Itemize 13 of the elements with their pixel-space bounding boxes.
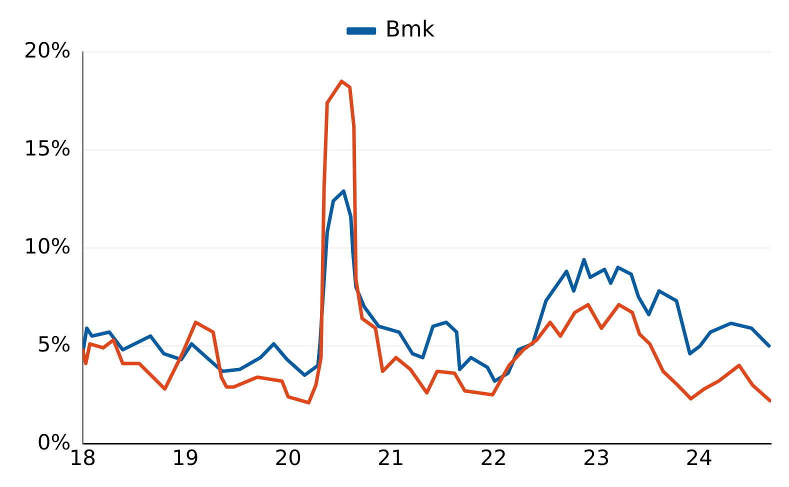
y-tick-label: 20% bbox=[24, 38, 71, 62]
x-tick-label: 20 bbox=[274, 446, 302, 470]
x-tick-label: 18 bbox=[69, 446, 96, 470]
x-tick-label: 24 bbox=[686, 446, 712, 470]
y-tick-label: 5% bbox=[37, 332, 71, 356]
legend-label: Bmk bbox=[385, 18, 435, 43]
x-tick-label: 19 bbox=[172, 446, 199, 470]
x-tick-label: 23 bbox=[582, 446, 610, 470]
x-tick-label: 21 bbox=[378, 446, 404, 470]
y-tick-label: 10% bbox=[24, 234, 71, 258]
y-tick-label: 15% bbox=[24, 136, 71, 160]
y-tick-label: 0% bbox=[37, 430, 71, 454]
x-tick-label: 22 bbox=[480, 446, 507, 470]
